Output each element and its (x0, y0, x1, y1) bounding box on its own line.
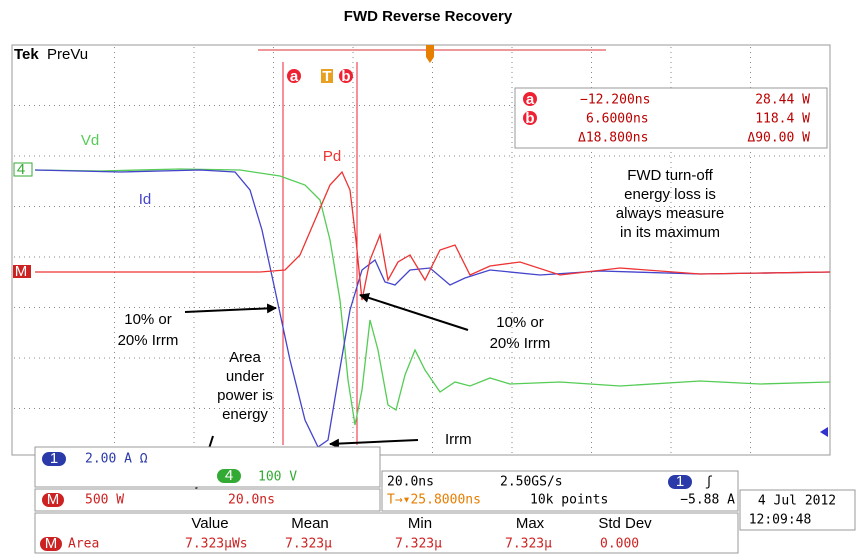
column-header: Min (408, 515, 432, 532)
ch1-badge: 1 (50, 450, 58, 467)
timebase-scale: 20.0ns (387, 475, 434, 490)
trigger-badge: 1 (676, 473, 684, 490)
readout-value: 6.6000ns (586, 112, 649, 127)
trigger-slope: ʃ (705, 475, 713, 490)
title: FWD Reverse Recovery (344, 8, 513, 25)
trigger-level: −5.88 A (680, 493, 735, 508)
cursor-label: b (341, 68, 350, 85)
annotation: power is (217, 387, 273, 404)
annotation: Area (229, 349, 261, 366)
readout-value: 118.4 W (755, 112, 810, 127)
status-panels: 1 2.00 A Ω 4 100 V M 500 W 20.0ns 20.0ns… (35, 447, 855, 553)
trigger-position: T→▾25.8000ns (387, 493, 481, 508)
cursor-label: T (322, 68, 331, 85)
page: FWD Reverse Recovery Tek PreVu a T b a −… (0, 0, 856, 554)
row-badge: M (45, 535, 58, 552)
math-time: 20.0ns (228, 493, 275, 508)
annotation: FWD turn-off (627, 167, 713, 184)
trace-label: Id (139, 191, 152, 208)
ch1-offset (820, 427, 828, 437)
column-header: Max (516, 515, 545, 532)
readout-value: −12.200ns (580, 93, 650, 108)
channel-label: M (15, 263, 28, 280)
cursor-readout: a −12.200ns 28.44 W b 6.6000ns 118.4 W Δ… (515, 88, 827, 148)
math-scale: 500 W (85, 493, 124, 508)
annotation: Irrm (445, 431, 472, 448)
annotation: 10% or (496, 314, 544, 331)
sample-rate: 2.50GS/s (500, 475, 563, 490)
column-header: Std Dev (598, 515, 652, 532)
readout-value: 28.44 W (755, 93, 810, 108)
readout-badge: b (525, 110, 534, 127)
cell: 7.323µ (395, 537, 442, 552)
annotation: always measure (616, 205, 724, 222)
annotation: energy (222, 406, 268, 423)
time: 12:09:48 (749, 513, 812, 528)
brand: Tek (14, 46, 39, 63)
annotation: energy loss is (624, 186, 716, 203)
date: 4 Jul 2012 (758, 494, 836, 509)
cell: 0.000 (600, 537, 639, 552)
row-name: Area (68, 537, 99, 552)
math-badge: M (47, 491, 60, 508)
mode: PreVu (47, 46, 88, 63)
readout-value: Δ90.00 W (747, 131, 810, 146)
arrow (360, 295, 468, 330)
annotation: 20% Irrm (118, 332, 179, 349)
readout-value: Δ18.800ns (578, 131, 648, 146)
column-header: Mean (291, 515, 329, 532)
ch4-scale: 100 V (258, 470, 297, 485)
annotation: under (226, 368, 264, 385)
readout-badge: a (526, 91, 535, 108)
cell: 7.323µ (505, 537, 552, 552)
ch4-badge: 4 (225, 467, 233, 484)
channel-label: 4 (17, 161, 25, 178)
arrow (185, 308, 276, 312)
annotation: 10% or (124, 311, 172, 328)
arrow (330, 440, 418, 444)
trace-label: Pd (323, 148, 341, 165)
annotation: 20% Irrm (490, 335, 551, 352)
annotations: FWD turn-off energy loss is always measure… (118, 167, 725, 448)
trigger-marker (426, 45, 434, 63)
annotation: in its maximum (620, 224, 720, 241)
cursor-label: a (290, 68, 299, 85)
ch1-scale: 2.00 A Ω (85, 452, 148, 467)
cell: 7.323µWs (185, 537, 248, 552)
column-header: Value (191, 515, 228, 532)
trace-label: Vd (81, 132, 99, 149)
record-length: 10k points (530, 493, 608, 508)
cell: 7.323µ (285, 537, 332, 552)
